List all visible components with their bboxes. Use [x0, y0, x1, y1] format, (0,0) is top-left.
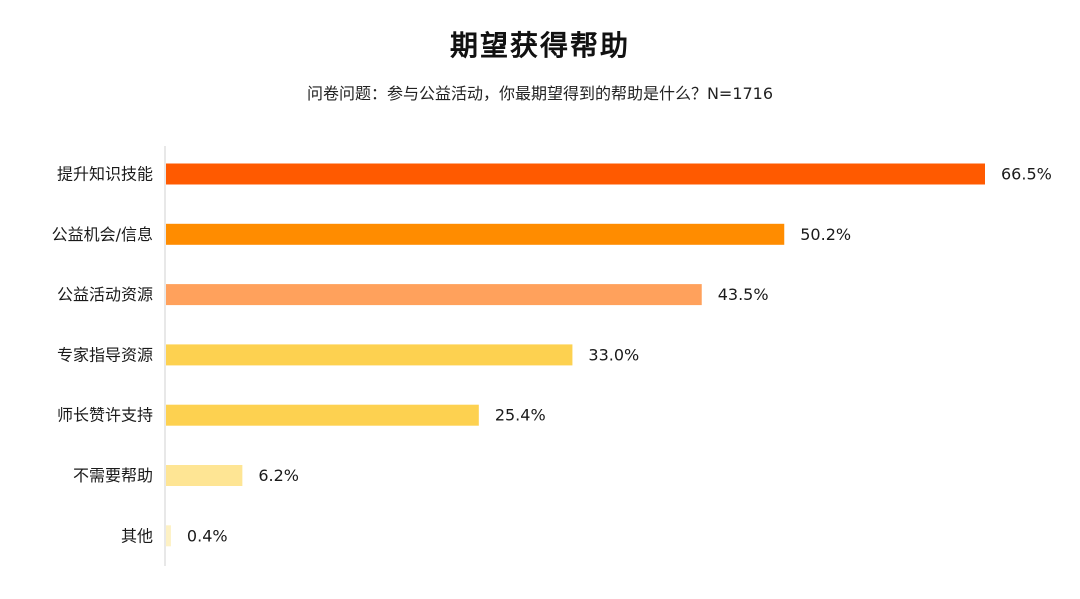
- bar-3: [166, 344, 573, 366]
- chart-title: 期望获得帮助: [449, 29, 630, 62]
- category-label-2: 公益活动资源: [57, 285, 153, 304]
- bar-6: [166, 525, 171, 547]
- category-label-0: 提升知识技能: [57, 165, 153, 184]
- value-label-6: 0.4%: [187, 526, 228, 545]
- category-label-3: 专家指导资源: [57, 345, 153, 364]
- bar-5: [166, 465, 243, 486]
- chart-subtitle: 问卷问题：参与公益活动，你最期望得到的帮助是什么？N=1716: [306, 84, 774, 103]
- bar-4: [166, 404, 479, 426]
- category-label-5: 不需要帮助: [73, 466, 153, 485]
- bar-2: [166, 284, 702, 306]
- value-label-4: 25.4%: [495, 406, 546, 425]
- value-label-2: 43.5%: [718, 285, 769, 304]
- value-label-5: 6.2%: [258, 466, 299, 485]
- category-label-4: 师长赞许支持: [57, 406, 153, 425]
- bars-layer: 提升知识技能 66.5% 公益机会/信息 50.2% 公益活动资源 43.5% 专家指导资源…: [52, 163, 1052, 547]
- bar-0: [166, 163, 985, 185]
- value-label-3: 33.0%: [588, 345, 639, 364]
- category-label-6: 其他: [121, 526, 153, 545]
- value-label-0: 66.5%: [1001, 165, 1052, 184]
- category-label-1: 公益机会/信息: [52, 225, 153, 244]
- value-label-1: 50.2%: [800, 225, 851, 244]
- bar-1: [166, 223, 785, 245]
